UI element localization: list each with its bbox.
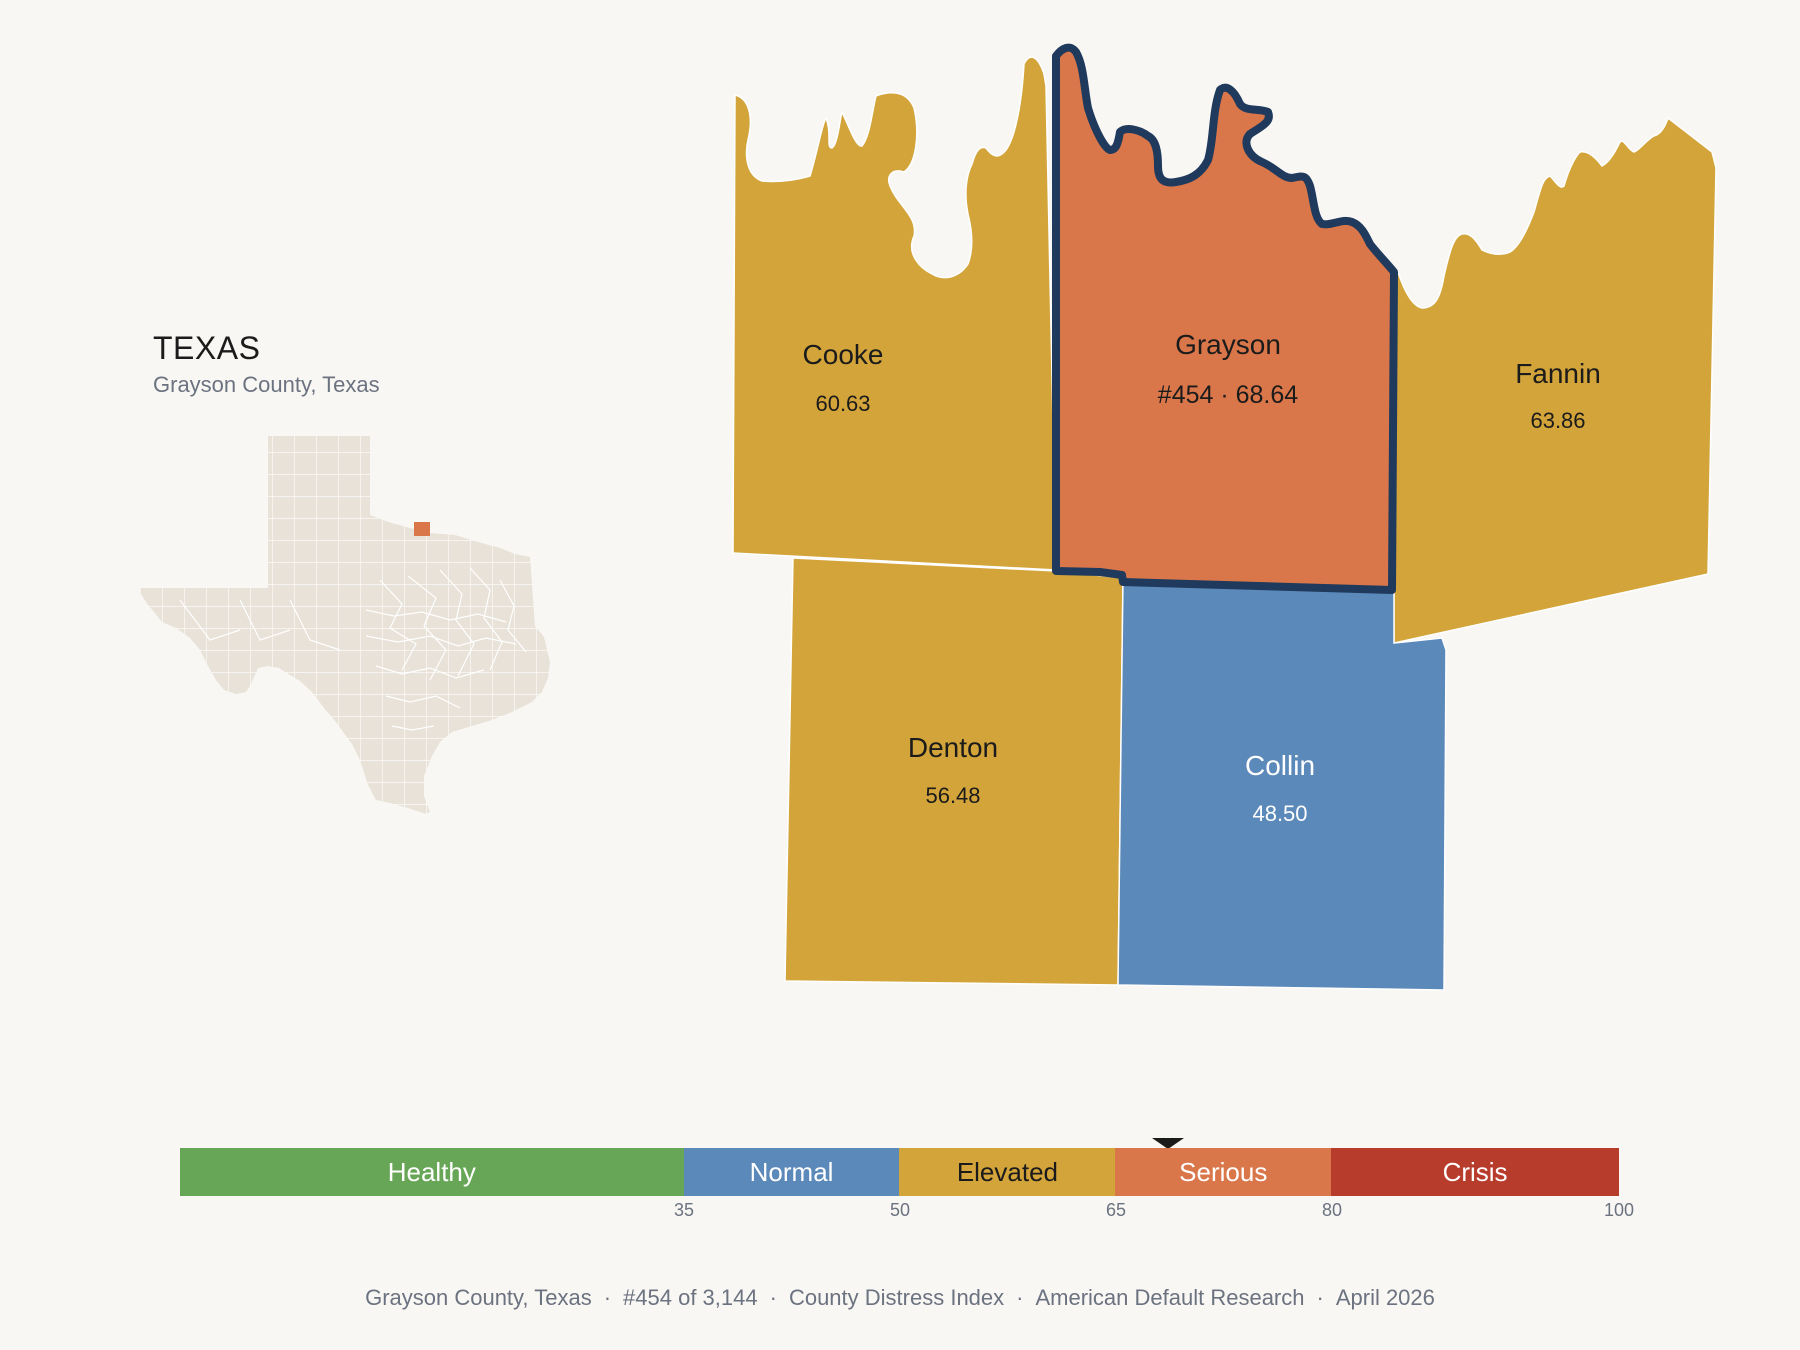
scale-band-elevated: Elevated (899, 1148, 1116, 1196)
value-grayson: #454 · 68.64 (1158, 381, 1298, 409)
grayson-locator-highlight (414, 522, 430, 536)
county-denton[interactable] (784, 557, 1124, 986)
state-title: TEXAS (153, 330, 261, 366)
county-collin[interactable] (1117, 577, 1447, 991)
scale-band-serious: Serious (1115, 1148, 1332, 1196)
footer-date: April 2026 (1335, 1285, 1435, 1310)
county-fannin[interactable] (1392, 116, 1717, 644)
scale-tick-65: 65 (1105, 1200, 1127, 1220)
scale-tick-100: 100 (1603, 1200, 1635, 1220)
scale-tick-35: 35 (673, 1200, 695, 1220)
footer: Grayson County, Texas · #454 of 3,144 · Coun… (365, 1285, 1435, 1310)
texas-locator-map (140, 436, 550, 814)
county-cooke[interactable] (732, 56, 1057, 571)
footer-org: American Default Research (1035, 1285, 1305, 1310)
value-cooke: 60.63 (815, 391, 870, 416)
footer-county: Grayson County, Texas (365, 1285, 592, 1310)
distress-scale: Healthy Normal Elevated Serious Crisis (180, 1148, 1619, 1196)
scale-band-healthy: Healthy (180, 1148, 684, 1196)
county-map: Cooke 60.63 Grayson #454 · 68.64 Fannin … (732, 43, 1717, 991)
county-grayson[interactable] (1052, 43, 1398, 594)
value-collin: 48.50 (1252, 801, 1307, 826)
footer-rank: #454 of 3,144 (623, 1285, 758, 1310)
scale-tick-80: 80 (1321, 1200, 1343, 1220)
current-value-marker (1152, 1138, 1184, 1149)
label-collin: Collin (1245, 750, 1315, 781)
scale-band-normal: Normal (683, 1148, 900, 1196)
value-denton: 56.48 (925, 783, 980, 808)
scale-tick-50: 50 (889, 1200, 911, 1220)
label-grayson: Grayson (1175, 329, 1281, 360)
county-subtitle: Grayson County, Texas (153, 372, 380, 397)
label-cooke: Cooke (803, 339, 884, 370)
label-denton: Denton (908, 732, 998, 763)
value-fannin: 63.86 (1530, 408, 1585, 433)
label-fannin: Fannin (1515, 358, 1601, 389)
footer-index: County Distress Index (788, 1285, 1005, 1310)
scale-band-crisis: Crisis (1331, 1148, 1619, 1196)
